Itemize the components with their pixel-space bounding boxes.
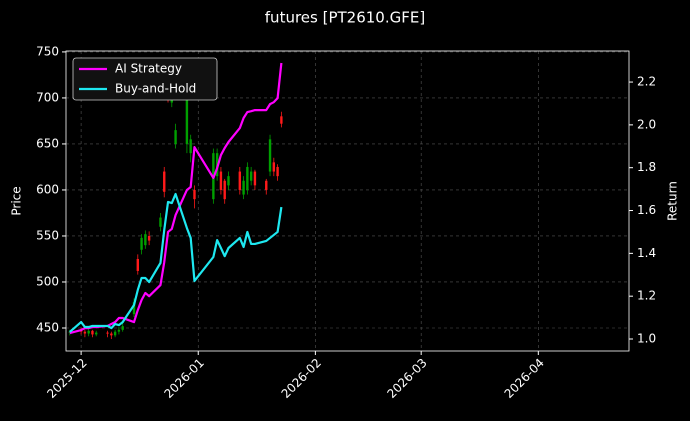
y-tick-label: 600 xyxy=(36,182,59,196)
candle-body xyxy=(87,330,90,334)
y-axis-label: Price xyxy=(10,186,24,215)
candle-body xyxy=(185,97,189,144)
candle-body xyxy=(265,180,268,190)
y2-tick-label: 1.4 xyxy=(637,246,656,260)
candle-body xyxy=(242,180,245,195)
chart-title: futures [PT2610.GFE] xyxy=(265,9,425,27)
candle-body xyxy=(219,171,223,190)
y-tick-label: 750 xyxy=(36,44,59,58)
y2-tick-label: 2.0 xyxy=(637,117,656,131)
candle-body xyxy=(193,189,196,200)
y2-tick-label: 2.2 xyxy=(637,75,656,89)
plot-frame xyxy=(65,50,630,352)
candle-body xyxy=(91,330,94,335)
candle-body xyxy=(95,332,98,335)
candle-body xyxy=(159,217,162,227)
candle-body xyxy=(174,130,177,144)
candle-body xyxy=(268,139,272,172)
candle-body xyxy=(249,171,253,181)
candle-body xyxy=(223,180,226,200)
y2-tick-label: 1.2 xyxy=(637,289,656,303)
candle-body xyxy=(189,139,192,154)
y2-axis-label: Return xyxy=(666,181,680,221)
candle-body xyxy=(113,331,117,336)
candle-body xyxy=(140,237,143,250)
y2-tick-label: 1.6 xyxy=(637,203,656,217)
y-tick-label: 450 xyxy=(36,320,59,334)
candle-body xyxy=(276,166,279,177)
legend-box xyxy=(72,57,218,101)
candle-body xyxy=(238,171,242,190)
candle-body xyxy=(253,171,257,186)
candle-body xyxy=(136,258,139,271)
candle-body xyxy=(132,302,136,315)
candle-body xyxy=(280,116,283,124)
candle-body xyxy=(83,331,87,334)
line-series xyxy=(69,62,283,335)
candle-body xyxy=(121,326,124,330)
candle-body xyxy=(106,332,109,334)
candle-body xyxy=(272,162,276,172)
y-tick-label: 500 xyxy=(36,274,59,288)
candle-body xyxy=(144,234,147,246)
candle-body xyxy=(117,329,121,332)
y-tick-label: 700 xyxy=(36,90,59,104)
plot xyxy=(68,62,283,340)
y-tick-label: 550 xyxy=(36,228,59,242)
candle-body xyxy=(147,235,151,241)
y2-tick-label: 1.8 xyxy=(637,160,656,174)
candle-body xyxy=(163,171,166,192)
line-series xyxy=(69,192,283,333)
candle-body xyxy=(227,176,230,186)
legend-label: AI Strategy xyxy=(115,62,182,76)
y2-tick-label: 1.0 xyxy=(637,332,656,346)
candle-body xyxy=(110,333,113,336)
y-tick-label: 650 xyxy=(36,136,59,150)
candle-body xyxy=(246,166,249,190)
legend-label: Buy-and-Hold xyxy=(115,82,196,96)
